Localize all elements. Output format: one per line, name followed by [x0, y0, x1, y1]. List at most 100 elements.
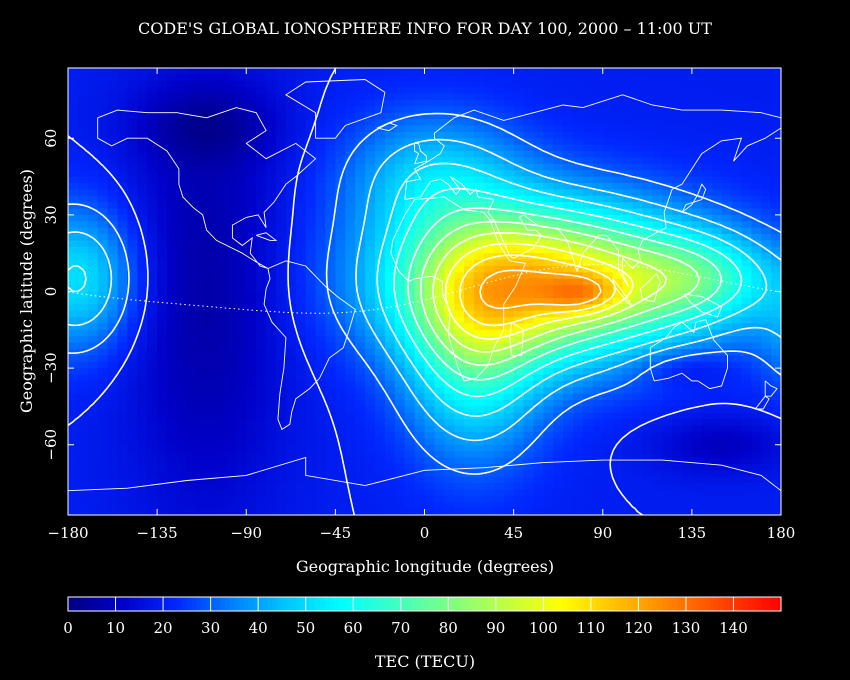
tec-cell — [622, 182, 634, 190]
tec-cell — [365, 438, 376, 446]
tec-cell — [285, 291, 297, 299]
tec-cell — [464, 387, 475, 395]
tec-cell — [384, 489, 396, 497]
tec-cell — [256, 406, 267, 414]
tec-cell — [573, 419, 584, 427]
tec-cell — [137, 297, 148, 305]
tec-cell — [652, 317, 663, 325]
tec-cell — [592, 489, 604, 497]
tec-cell — [681, 157, 693, 165]
tec-cell — [275, 483, 287, 491]
tec-cell — [176, 400, 188, 408]
tec-cell — [444, 393, 455, 401]
tec-cell — [474, 157, 485, 165]
tec-cell — [275, 291, 287, 299]
tec-cell — [741, 361, 752, 369]
tec-cell — [206, 170, 218, 178]
tec-cell — [365, 419, 376, 427]
tec-cell — [474, 406, 485, 414]
tec-cell — [87, 106, 99, 114]
tec-cell — [335, 253, 346, 261]
tec-cell — [662, 272, 673, 280]
tec-cell — [573, 93, 584, 101]
tec-cell — [285, 451, 297, 459]
tec-cell — [751, 355, 762, 363]
tec-cell — [424, 74, 435, 82]
tec-cell — [622, 342, 634, 350]
tec-cell — [107, 272, 119, 280]
tec-cell — [176, 425, 188, 433]
tec-cell — [672, 278, 683, 286]
tec-cell — [464, 355, 475, 363]
tec-cell — [464, 489, 475, 497]
tec-cell — [573, 380, 584, 388]
tec-cell — [246, 304, 257, 312]
tec-cell — [315, 214, 327, 222]
tec-cell — [582, 476, 594, 484]
tec-cell — [77, 278, 89, 286]
tec-cell — [434, 348, 445, 356]
tec-cell — [622, 336, 634, 344]
tec-cell — [226, 329, 237, 337]
tec-cell — [355, 163, 366, 171]
tec-cell — [87, 387, 99, 395]
tec-cell — [622, 355, 634, 363]
tec-cell — [186, 119, 198, 127]
tec-cell — [592, 112, 604, 120]
tec-cell — [384, 374, 396, 382]
tec-cell — [236, 412, 247, 420]
tec-cell — [295, 291, 307, 299]
tec-cell — [424, 297, 435, 305]
tec-cell — [374, 483, 386, 491]
tec-cell — [305, 208, 317, 216]
tec-cell — [642, 502, 653, 510]
tec-cell — [345, 393, 356, 401]
tec-cell — [543, 297, 554, 305]
tec-cell — [127, 68, 138, 75]
tec-cell — [741, 457, 752, 465]
tec-cell — [97, 272, 109, 280]
tec-cell — [662, 131, 673, 139]
tec-cell — [424, 170, 435, 178]
tec-cell — [394, 463, 406, 471]
tec-cell — [751, 342, 762, 350]
tec-cell — [285, 419, 297, 427]
tec-cell — [681, 87, 693, 95]
tec-cell — [662, 419, 673, 427]
tec-cell — [147, 163, 158, 171]
tec-cell — [127, 508, 138, 515]
tec-cell — [107, 253, 119, 261]
tec-cell — [127, 431, 138, 439]
tec-cell — [652, 425, 663, 433]
tec-cell — [424, 87, 435, 95]
tec-cell — [275, 419, 287, 427]
tec-cell — [553, 348, 564, 356]
tec-cell — [196, 342, 208, 350]
tec-cell — [226, 317, 237, 325]
tec-cell — [196, 406, 208, 414]
tec-cell — [503, 265, 515, 273]
tec-cell — [474, 87, 485, 95]
tec-cell — [256, 444, 267, 452]
tec-cell — [68, 93, 79, 101]
tec-cell — [444, 214, 455, 222]
tec-cell — [761, 227, 772, 235]
tec-cell — [711, 457, 723, 465]
tec-cell — [711, 80, 723, 88]
tec-cell — [424, 310, 435, 318]
tec-cell — [176, 476, 188, 484]
tec-cell — [394, 361, 406, 369]
tec-cell — [582, 151, 594, 158]
tec-cell — [652, 355, 663, 363]
tec-cell — [335, 227, 346, 235]
tec-cell — [553, 202, 564, 210]
tec-cell — [404, 444, 416, 452]
tec-cell — [751, 329, 762, 337]
tec-cell — [77, 87, 89, 95]
tec-cell — [493, 195, 505, 203]
tec-cell — [454, 451, 465, 459]
tec-cell — [176, 348, 188, 356]
tec-cell — [444, 483, 455, 491]
tec-cell — [216, 489, 228, 497]
tec-cell — [87, 246, 99, 254]
